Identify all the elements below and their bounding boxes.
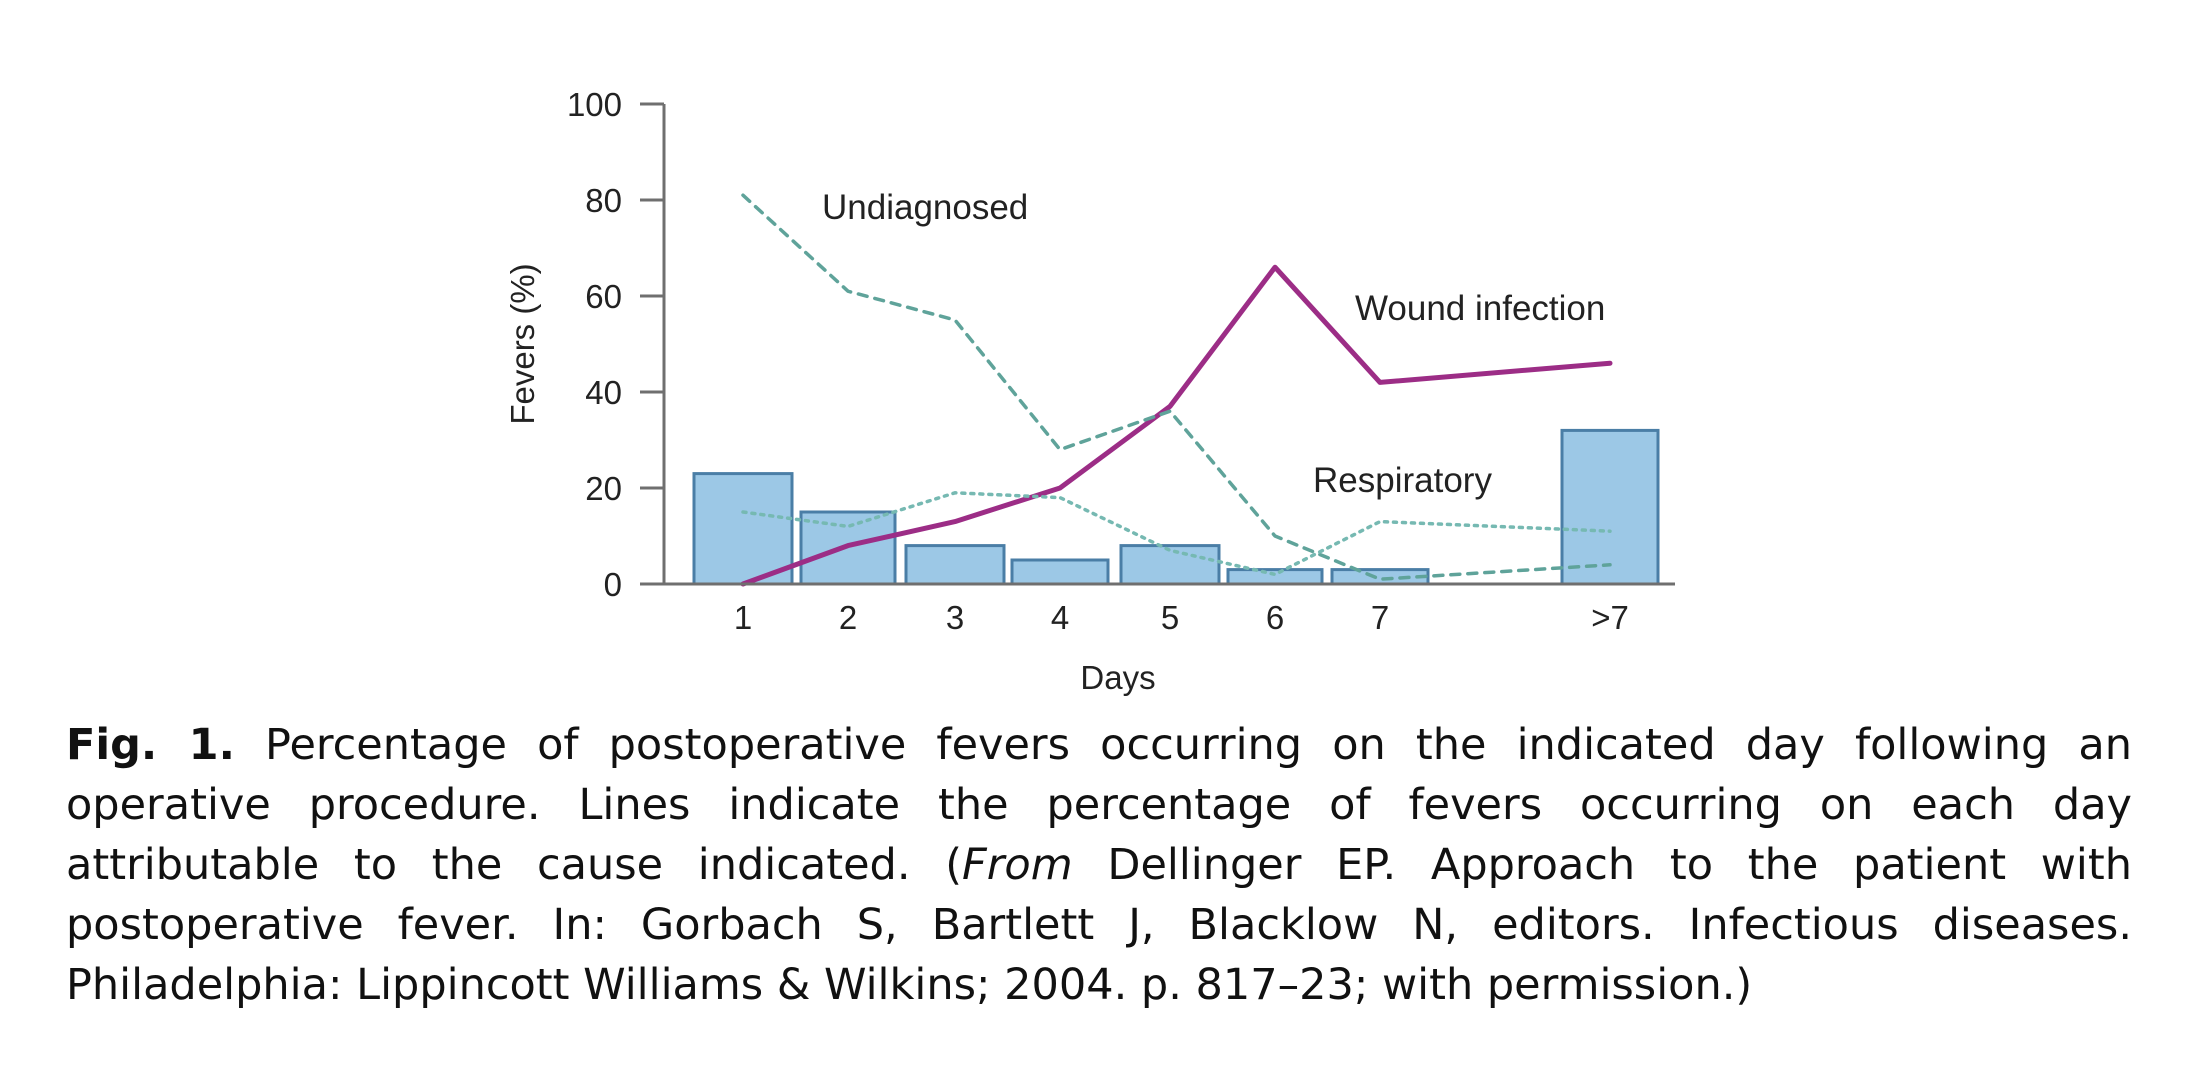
figure-caption: Fig. 1. Percentage of postoperative feve… bbox=[66, 715, 2132, 1015]
y-tick-label: 80 bbox=[585, 182, 622, 219]
x-tick-label: 4 bbox=[1051, 599, 1069, 636]
lines-layer bbox=[740, 193, 1613, 587]
x-tick-label: 3 bbox=[946, 599, 964, 636]
ticks-layer: 0 20 40 60 80 100 1 2 3 4 5 6 7 >7 bbox=[567, 86, 1629, 636]
line-respiratory bbox=[741, 491, 1612, 577]
chart: 0 20 40 60 80 100 1 2 3 4 5 6 7 >7 Fevers (%) Days Un… bbox=[504, 86, 1675, 696]
x-tick-label: 7 bbox=[1371, 599, 1389, 636]
bar-day-5 bbox=[1119, 544, 1221, 586]
y-tick-label: 60 bbox=[585, 278, 622, 315]
caption-emphasis: From bbox=[962, 840, 1073, 890]
series-label-undiagnosed: Undiagnosed bbox=[822, 188, 1028, 227]
x-tick-label: 2 bbox=[839, 599, 857, 636]
caption-text-2: Dellinger EP. Approach to the patient wi… bbox=[66, 840, 2132, 1010]
figure-label: Fig. 1. bbox=[66, 720, 235, 770]
y-tick-label: 0 bbox=[604, 566, 622, 603]
bar-day-gt7 bbox=[1560, 428, 1660, 586]
bar-day-4 bbox=[1010, 558, 1110, 586]
bars-layer bbox=[692, 428, 1660, 586]
bar-day-1 bbox=[692, 472, 794, 586]
x-tick-label: 6 bbox=[1266, 599, 1284, 636]
y-tick-label: 20 bbox=[585, 470, 622, 507]
bar-day-7 bbox=[1330, 568, 1430, 586]
x-tick-label: 5 bbox=[1161, 599, 1179, 636]
y-axis-label: Fevers (%) bbox=[504, 263, 541, 424]
line-wound-infection bbox=[740, 264, 1613, 587]
bar-day-6 bbox=[1226, 568, 1324, 586]
bar-day-3 bbox=[904, 544, 1006, 586]
x-tick-label: >7 bbox=[1591, 599, 1629, 636]
caption-text-1: Percentage of postoperative fevers occur… bbox=[66, 720, 2133, 890]
y-tick-label: 100 bbox=[567, 86, 622, 123]
series-label-respiratory: Respiratory bbox=[1313, 461, 1492, 500]
x-axis-label: Days bbox=[1080, 659, 1155, 696]
series-label-wound-infection: Wound infection bbox=[1355, 289, 1605, 328]
x-tick-label: 1 bbox=[734, 599, 752, 636]
axes-layer bbox=[662, 104, 1675, 586]
y-tick-label: 40 bbox=[585, 374, 622, 411]
line-undiagnosed bbox=[741, 193, 1612, 581]
